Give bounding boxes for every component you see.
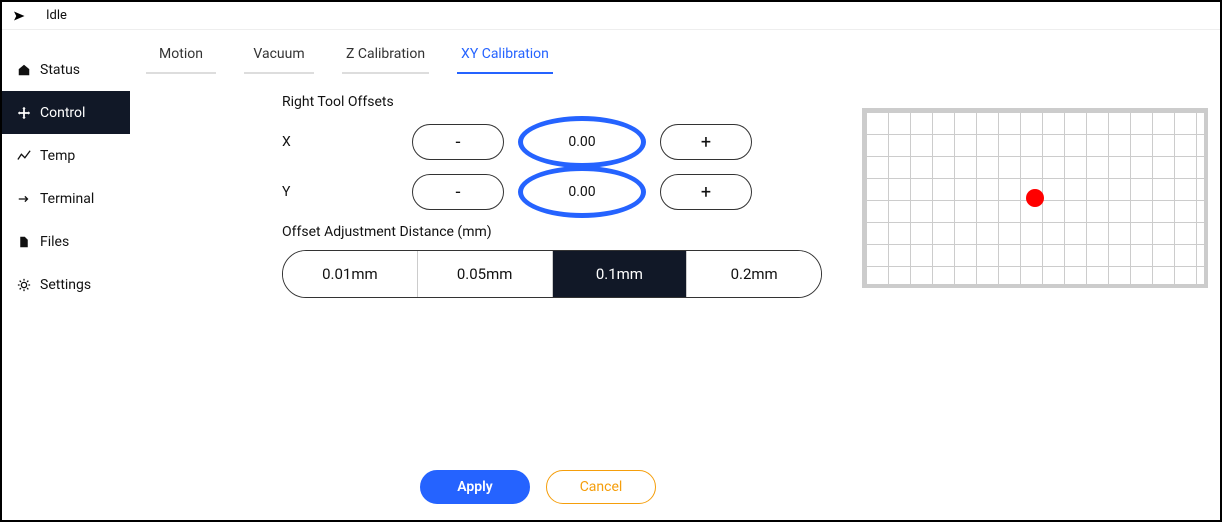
distance-option-3[interactable]: 0.2mm [687, 251, 821, 297]
sidebar-item-settings[interactable]: Settings [2, 263, 130, 306]
chart-icon [16, 149, 32, 163]
gear-icon [16, 278, 32, 292]
x-offset-value: 0.00 [524, 124, 640, 160]
sidebar-item-label: Files [40, 234, 69, 250]
distance-option-2[interactable]: 0.1mm [553, 251, 688, 297]
x-increment-button[interactable]: + [660, 124, 752, 160]
sidebar-item-status[interactable]: Status [2, 48, 130, 91]
apply-button[interactable]: Apply [420, 470, 530, 504]
sidebar: Status Control Temp Terminal [2, 30, 130, 520]
app-window: Idle Status Control Temp [0, 0, 1222, 522]
distance-option-1[interactable]: 0.05mm [418, 251, 553, 297]
printer-status: Idle [46, 8, 67, 23]
file-icon [16, 235, 32, 249]
y-increment-button[interactable]: + [660, 174, 752, 210]
app-logo-icon [14, 9, 32, 23]
y-decrement-button[interactable]: - [412, 174, 504, 210]
tab-vacuum[interactable]: Vacuum [244, 40, 314, 74]
topbar: Idle [2, 2, 1220, 30]
nozzle-position-dot-icon [1026, 189, 1044, 207]
sidebar-item-terminal[interactable]: Terminal [2, 177, 130, 220]
section-title: Right Tool Offsets [282, 94, 832, 110]
sidebar-item-label: Temp [40, 148, 75, 164]
x-decrement-button[interactable]: - [412, 124, 504, 160]
distance-label: Offset Adjustment Distance (mm) [282, 224, 832, 240]
distance-option-0[interactable]: 0.01mm [283, 251, 418, 297]
sidebar-item-control[interactable]: Control [2, 91, 130, 134]
sidebar-item-label: Terminal [40, 191, 94, 207]
distance-segmented: 0.01mm 0.05mm 0.1mm 0.2mm [282, 250, 822, 298]
axis-label-y: Y [282, 184, 412, 200]
arrow-right-icon [16, 192, 32, 206]
main-panel: Motion Vacuum Z Calibration XY Calibrati… [130, 30, 1220, 520]
offset-row-x: X - 0.00 + [282, 124, 832, 160]
sidebar-item-label: Control [40, 105, 85, 121]
axis-label-x: X [282, 134, 412, 150]
footer-actions: Apply Cancel [420, 470, 656, 504]
tab-motion[interactable]: Motion [146, 40, 216, 74]
home-icon [16, 63, 32, 77]
tab-xy-calibration[interactable]: XY Calibration [457, 40, 553, 74]
sidebar-item-files[interactable]: Files [2, 220, 130, 263]
nozzle-grid[interactable] [862, 108, 1208, 288]
sidebar-item-temp[interactable]: Temp [2, 134, 130, 177]
y-offset-value: 0.00 [524, 174, 640, 210]
move-icon [16, 106, 32, 120]
tab-z-calibration[interactable]: Z Calibration [342, 40, 429, 74]
tab-bar: Motion Vacuum Z Calibration XY Calibrati… [142, 30, 1208, 74]
cancel-button[interactable]: Cancel [546, 470, 656, 504]
sidebar-item-label: Settings [40, 277, 91, 293]
offset-row-y: Y - 0.00 + [282, 174, 832, 210]
sidebar-item-label: Status [40, 62, 80, 78]
